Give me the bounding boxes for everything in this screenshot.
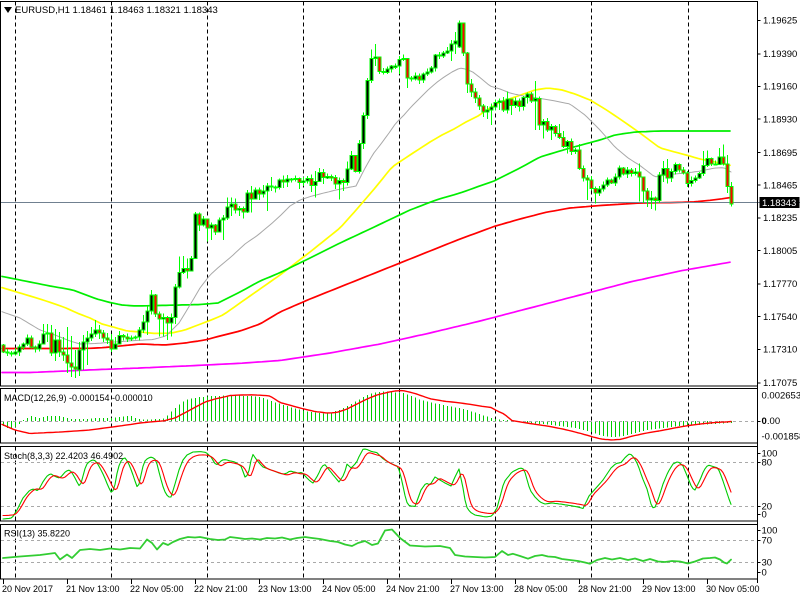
svg-text:20 Nov 2017: 20 Nov 2017 [2,584,53,594]
svg-text:0: 0 [762,510,767,521]
svg-text:22 Nov 21:00: 22 Nov 21:00 [194,584,248,594]
svg-text:70: 70 [762,536,773,547]
svg-text:1.17075: 1.17075 [763,378,797,389]
svg-text:28 Nov 21:00: 28 Nov 21:00 [578,584,632,594]
svg-text:-0.001858: -0.001858 [762,432,800,443]
svg-text:1.18930: 1.18930 [763,114,797,125]
svg-text:1.19390: 1.19390 [763,49,797,60]
svg-text:EURUSD,H1 1.18461 1.18463 1.1: EURUSD,H1 1.18461 1.18463 1.18321 1.1834… [15,5,218,16]
svg-text:21 Nov 13:00: 21 Nov 13:00 [66,584,120,594]
svg-text:0: 0 [762,416,767,427]
svg-text:RSI(13) 35.8220: RSI(13) 35.8220 [4,529,70,539]
svg-text:1.19160: 1.19160 [763,82,797,93]
svg-text:24 Nov 05:00: 24 Nov 05:00 [322,584,376,594]
svg-text:1.18343: 1.18343 [762,198,796,209]
svg-text:1.17540: 1.17540 [763,312,797,323]
svg-text:1.19625: 1.19625 [763,16,797,27]
svg-text:0.002653: 0.002653 [762,391,800,402]
svg-text:24 Nov 21:00: 24 Nov 21:00 [386,584,440,594]
svg-text:1.18695: 1.18695 [763,148,797,159]
svg-text:29 Nov 13:00: 29 Nov 13:00 [642,584,696,594]
svg-text:1.18005: 1.18005 [763,246,797,257]
svg-text:1.18235: 1.18235 [763,213,797,224]
svg-text:20: 20 [762,502,773,513]
svg-text:1.17310: 1.17310 [763,345,797,356]
svg-text:MACD(12,26,9) -0.000154 -0.000: MACD(12,26,9) -0.000154 -0.000010 [4,393,153,403]
svg-text:0: 0 [762,568,767,579]
svg-text:1.17770: 1.17770 [763,279,797,290]
svg-text:27 Nov 13:00: 27 Nov 13:00 [450,584,504,594]
svg-text:30: 30 [762,558,773,569]
svg-text:.00: .00 [767,416,780,427]
svg-text:80: 80 [762,458,773,469]
svg-text:100: 100 [762,526,778,537]
svg-text:28 Nov 05:00: 28 Nov 05:00 [514,584,568,594]
svg-text:1.18465: 1.18465 [763,180,797,191]
svg-text:100: 100 [762,449,778,460]
svg-text:22 Nov 05:00: 22 Nov 05:00 [130,584,184,594]
svg-text:Stoch(8,3,3) 22.4203 46.4902: Stoch(8,3,3) 22.4203 46.4902 [4,451,123,461]
svg-text:23 Nov 13:00: 23 Nov 13:00 [258,584,312,594]
svg-text:30 Nov 05:00: 30 Nov 05:00 [706,584,760,594]
